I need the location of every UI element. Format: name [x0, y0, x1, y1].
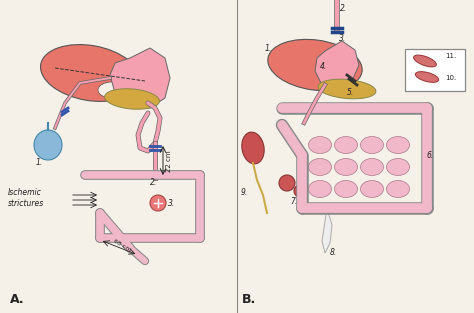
Text: 1.: 1.: [265, 44, 272, 53]
Text: 68 cm: 68 cm: [113, 239, 132, 253]
Ellipse shape: [318, 79, 376, 99]
Text: 4.: 4.: [320, 62, 327, 71]
Text: 1.: 1.: [36, 158, 43, 167]
Circle shape: [294, 185, 306, 197]
Ellipse shape: [309, 181, 331, 198]
Ellipse shape: [105, 89, 159, 109]
Text: 7.: 7.: [290, 197, 297, 206]
Ellipse shape: [41, 44, 139, 101]
Ellipse shape: [335, 158, 357, 176]
Ellipse shape: [335, 181, 357, 198]
Ellipse shape: [309, 136, 331, 153]
Ellipse shape: [309, 158, 331, 176]
Ellipse shape: [414, 55, 437, 67]
Ellipse shape: [361, 158, 383, 176]
Circle shape: [279, 175, 295, 191]
FancyBboxPatch shape: [405, 49, 465, 91]
Text: A.: A.: [10, 293, 25, 306]
Text: 2.: 2.: [340, 4, 347, 13]
Text: 10.: 10.: [445, 75, 456, 81]
Polygon shape: [322, 208, 332, 253]
Ellipse shape: [34, 130, 62, 160]
Text: Ischemic
strictures: Ischemic strictures: [8, 188, 44, 208]
Ellipse shape: [386, 136, 410, 153]
Text: 6.: 6.: [427, 151, 434, 160]
Text: 3.: 3.: [168, 199, 175, 208]
Ellipse shape: [361, 136, 383, 153]
Ellipse shape: [386, 181, 410, 198]
Ellipse shape: [361, 181, 383, 198]
Polygon shape: [110, 48, 170, 108]
Ellipse shape: [415, 72, 438, 82]
Text: 2.: 2.: [150, 178, 157, 187]
Ellipse shape: [242, 132, 264, 164]
Text: 8.: 8.: [330, 248, 337, 257]
Ellipse shape: [386, 158, 410, 176]
Text: 9.: 9.: [241, 188, 248, 197]
Text: 5.: 5.: [347, 88, 354, 97]
Ellipse shape: [98, 82, 126, 98]
Ellipse shape: [268, 39, 362, 91]
Text: 3.: 3.: [339, 34, 346, 43]
Text: B.: B.: [242, 293, 256, 306]
Text: 11.: 11.: [445, 53, 456, 59]
Ellipse shape: [335, 136, 357, 153]
Text: 22 cm: 22 cm: [166, 150, 172, 172]
Polygon shape: [315, 41, 359, 91]
Circle shape: [150, 195, 166, 211]
